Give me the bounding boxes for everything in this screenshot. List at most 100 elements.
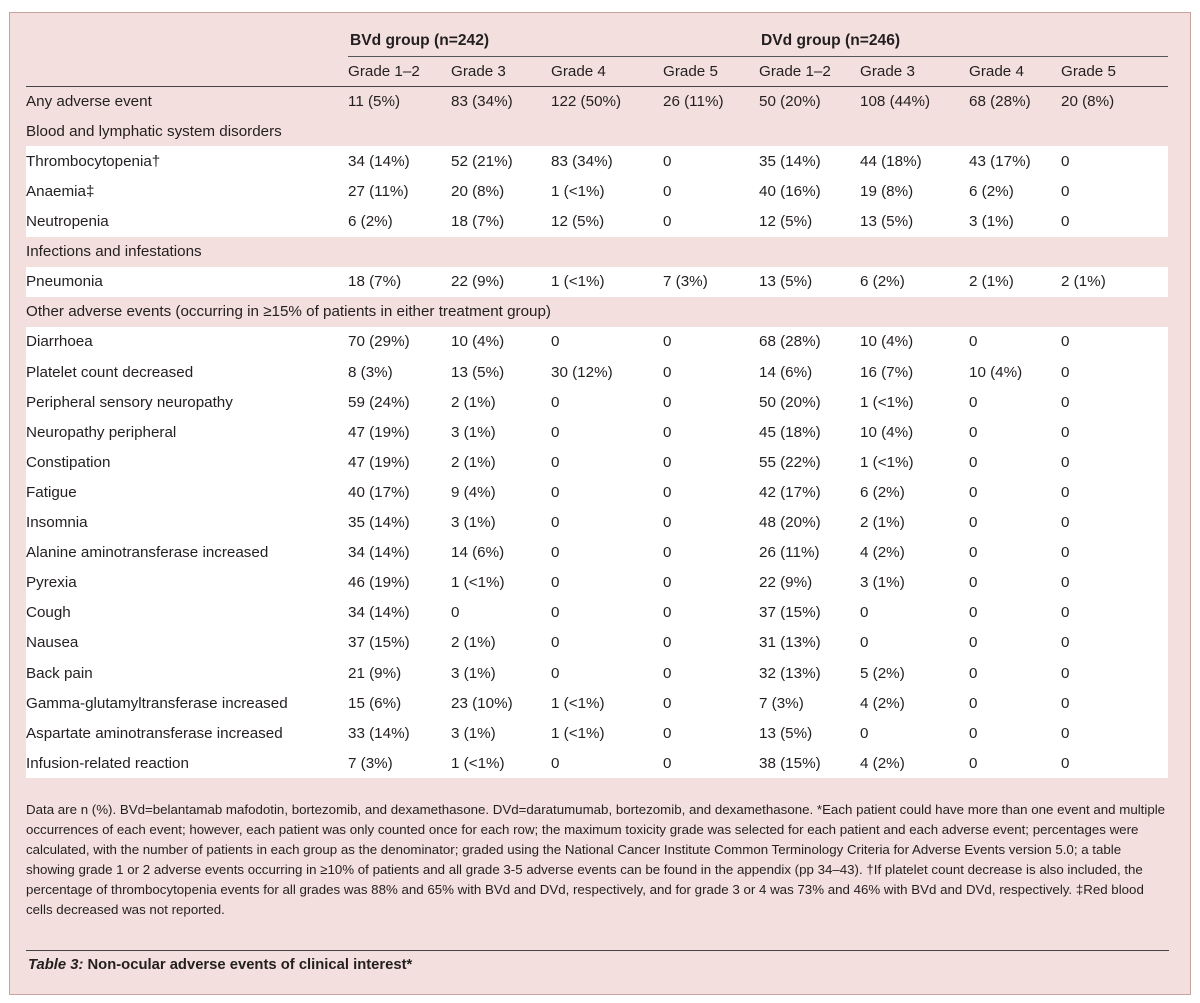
table-cell: 13 (5%)	[759, 266, 861, 297]
table-cell: 6 (2%)	[969, 176, 1062, 207]
table-cell: 7 (3%)	[663, 266, 760, 297]
table-cell: 13 (5%)	[451, 357, 551, 388]
table-cell: 10 (4%)	[860, 417, 970, 448]
section-label: Other adverse events (occurring in ≥15% …	[26, 303, 551, 321]
table-cell: 2 (1%)	[1061, 266, 1169, 297]
row-label: Alanine aminotransferase increased	[26, 537, 348, 568]
table-cell: 2 (1%)	[451, 387, 551, 418]
table-cell: 35 (14%)	[759, 146, 861, 177]
table-row: Diarrhoea 70 (29%) 10 (4%) 0 0 68 (28%) 10 (4%…	[26, 326, 1169, 358]
table-cell: 0	[663, 718, 760, 749]
table-cell: 0	[1061, 146, 1169, 177]
table-cell: 48 (20%)	[759, 507, 861, 538]
table-cell: 10 (4%)	[860, 326, 970, 358]
corner-cell	[26, 56, 348, 87]
table-cell: 30 (12%)	[551, 357, 664, 388]
table-cell: 108 (44%)	[860, 92, 931, 110]
group-gap	[663, 26, 760, 57]
table-cell: 50 (20%)	[759, 387, 861, 418]
caption-text: Non-ocular adverse events of clinical in…	[83, 957, 413, 973]
grade-header: Grade 1–2	[348, 56, 451, 87]
section-label: Infections and infestations	[26, 243, 202, 261]
table-cell: 34 (14%)	[348, 537, 451, 568]
group-header-dvd: DVd group (n=246)	[759, 26, 1169, 57]
table-cell: 0	[1061, 447, 1169, 478]
table-cell: 3 (1%)	[969, 206, 1062, 237]
table-cell: 0	[551, 627, 664, 658]
table-cell: 18 (7%)	[348, 266, 451, 297]
table-row: Cough 34 (14%) 0 0 0 37 (15%) 0 0 0	[26, 597, 1169, 628]
table-cell: 0	[551, 597, 664, 628]
table-cell: 3 (1%)	[860, 567, 970, 598]
table-cell: 27 (11%)	[348, 176, 451, 207]
section-row: Infections and infestations	[26, 237, 1168, 267]
table-cell: 0	[1061, 718, 1169, 749]
table-cell: 52 (21%)	[451, 146, 551, 177]
table-cell: 0	[663, 477, 760, 508]
table-row: Platelet count decreased 8 (3%) 13 (5%) 30 …	[26, 357, 1169, 388]
table-cell: 43 (17%)	[969, 146, 1062, 177]
table-cell: 0	[551, 567, 664, 598]
table-cell: 13 (5%)	[759, 718, 861, 749]
table-cell: 34 (14%)	[348, 146, 451, 177]
table-cell: 34 (14%)	[348, 597, 451, 628]
table-cell: 42 (17%)	[759, 477, 861, 508]
table-cell: 0	[1061, 477, 1169, 508]
table-row: Gamma-glutamyltransferase increased 15 (6…	[26, 688, 1169, 719]
table-cell: 0	[663, 748, 760, 779]
table-cell: 0	[1061, 417, 1169, 448]
table-cell: 70 (29%)	[348, 326, 451, 358]
table-cell: 3 (1%)	[451, 718, 551, 749]
table-cell: 10 (4%)	[451, 326, 551, 358]
grade-header: Grade 3	[860, 56, 970, 87]
table-cell: 0	[663, 176, 760, 207]
table-cell: 68 (28%)	[759, 326, 861, 358]
table-cell: 0	[1061, 688, 1169, 719]
table-row: Neutropenia 6 (2%) 18 (7%) 12 (5%) 0 12 (5%) 1…	[26, 206, 1169, 237]
row-label: Nausea	[26, 627, 348, 658]
table-cell: 0	[969, 627, 1062, 658]
table-cell: 0	[551, 748, 664, 779]
section-row: Other adverse events (occurring in ≥15% …	[26, 297, 1168, 327]
table-cell: 2 (1%)	[451, 447, 551, 478]
table-cell: 0	[969, 718, 1062, 749]
row-label: Neuropathy peripheral	[26, 417, 348, 448]
summary-row: Any adverse event 11 (5%) 83 (34%) 122 (50%…	[26, 86, 1168, 116]
row-label: Constipation	[26, 447, 348, 478]
table-cell: 44 (18%)	[860, 146, 970, 177]
row-label: Neutropenia	[26, 206, 348, 237]
table-cell: 0	[663, 387, 760, 418]
table-cell: 50 (20%)	[759, 92, 821, 110]
table-cell: 7 (3%)	[759, 688, 861, 719]
table-cell: 6 (2%)	[860, 266, 970, 297]
grade-header: Grade 4	[551, 56, 664, 87]
table-cell: 0	[969, 326, 1062, 358]
table-cell: 46 (19%)	[348, 567, 451, 598]
table-cell: 59 (24%)	[348, 387, 451, 418]
table-cell: 68 (28%)	[969, 92, 1031, 110]
table-row: Aspartate aminotransferase increased 33 (…	[26, 718, 1169, 749]
table-cell: 83 (34%)	[551, 146, 664, 177]
table-cell: 12 (5%)	[551, 206, 664, 237]
table-cell: 0	[663, 627, 760, 658]
table-cell: 1 (<1%)	[860, 447, 970, 478]
table-caption: Table 3: Non-ocular adverse events of cl…	[28, 957, 412, 973]
table-cell: 0	[551, 387, 664, 418]
table-cell: 0	[663, 537, 760, 568]
table-cell: 0	[969, 537, 1062, 568]
row-label: Gamma-glutamyltransferase increased	[26, 688, 348, 719]
adverse-events-table: BVd group (n=242) DVd group (n=246) Grad…	[26, 26, 1169, 779]
table-row: Pneumonia 18 (7%) 22 (9%) 1 (<1%) 7 (3%) 13 (…	[26, 266, 1169, 297]
row-label: Cough	[26, 597, 348, 628]
table-cell: 0	[969, 688, 1062, 719]
table-cell: 0	[551, 417, 664, 448]
group-header-bvd: BVd group (n=242)	[348, 26, 664, 57]
table-cell: 0	[1061, 206, 1169, 237]
table-cell: 0	[860, 718, 970, 749]
table-row: Fatigue 40 (17%) 9 (4%) 0 0 42 (17%) 6 (2%) 0 0	[26, 477, 1169, 508]
table-cell: 3 (1%)	[451, 507, 551, 538]
table-cell: 0	[969, 387, 1062, 418]
table-cell: 3 (1%)	[451, 657, 551, 689]
row-label: Infusion-related reaction	[26, 748, 348, 779]
table-cell: 10 (4%)	[969, 357, 1062, 388]
